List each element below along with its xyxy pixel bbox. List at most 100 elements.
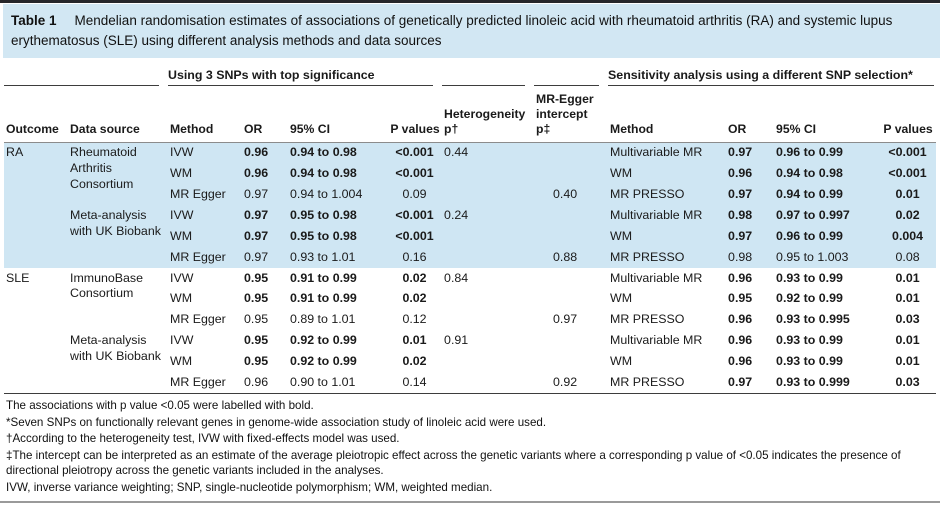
table-cell	[534, 205, 608, 226]
table-caption: Mendelian randomisation estimates of ass…	[11, 13, 893, 48]
table-cell: Meta-analysis with UK Biobank	[70, 207, 161, 238]
table-cell: IVW	[170, 333, 194, 348]
table-cell: 0.01	[402, 333, 427, 348]
table-cell: 0.004	[892, 228, 924, 243]
table-cell: 0.95	[728, 291, 753, 306]
table-row: Meta-analysis with UK Biobank IVW 0.97 0.95…	[4, 205, 937, 238]
table-row: WM 0.95 0.91 to 0.99 0.02 WM 0.95 0.92 to 0.99…	[4, 288, 937, 310]
table-cell: 0.92 to 0.99	[776, 291, 843, 306]
table-cell: 0.96	[728, 312, 753, 327]
table-cell	[442, 352, 534, 373]
table-cell	[534, 164, 608, 185]
table-cell	[534, 268, 608, 289]
table-cell	[442, 185, 534, 206]
table-row: WM 0.95 0.92 to 0.99 0.02 WM 0.96 0.93 to 0.99…	[4, 351, 937, 373]
table-cell: 0.96	[244, 374, 269, 389]
table-cell: 0.44	[444, 145, 469, 160]
group-header-sensitivity: Sensitivity analysis using a different S…	[608, 60, 936, 87]
table-cell: MR Egger	[170, 374, 226, 389]
table-cell: 0.94 to 1.004	[290, 187, 363, 201]
table-cell: <0.001	[395, 145, 434, 160]
table-cell: 0.16	[402, 249, 427, 264]
table-cell: <0.001	[888, 166, 927, 181]
table-cell: 0.01	[895, 270, 920, 285]
col-header-data-source: Data source	[68, 86, 168, 143]
table-cell: 0.95	[244, 270, 269, 285]
table-row: WM 0.97 0.95 to 0.98 <0.001 WM 0.97 0.96 to 0.…	[4, 226, 937, 248]
table-cell: Multivariable MR	[610, 145, 703, 160]
table-cell: 0.01	[895, 333, 920, 348]
table-cell: IVW	[170, 207, 194, 222]
table-cell: 0.96	[244, 145, 269, 160]
table-cell: MR Egger	[170, 249, 226, 264]
column-header-row: Outcome Data source Method OR 95% CI P v…	[4, 86, 937, 143]
table-cell: <0.001	[888, 145, 927, 160]
table-cell: 0.96 to 0.99	[776, 145, 843, 160]
table-cell: 0.98	[728, 207, 753, 222]
table-cell: <0.001	[395, 207, 434, 222]
table-row: SLE ImmunoBase Consortium IVW 0.95 0.91 to 0…	[4, 268, 937, 300]
col-header-sens-or: OR	[726, 86, 775, 143]
table-cell: WM	[610, 228, 633, 243]
table-cell: 0.97	[728, 374, 753, 389]
table-cell: Multivariable MR	[610, 270, 703, 285]
table-cell: MR PRESSO	[610, 187, 685, 201]
table-cell: 0.95	[244, 312, 269, 327]
table-row: RA Rheumatoid Arthritis Consortium IVW 0.96…	[4, 142, 937, 191]
table-cell: 0.95	[244, 291, 269, 306]
col-header-heterogeneity-p: Heterogeneity p†	[442, 86, 535, 143]
table-footnotes: The associations with p value <0.05 were…	[6, 398, 936, 495]
table-cell: WM	[610, 166, 633, 181]
table-cell: MR Egger	[170, 187, 226, 201]
table-cell: ImmunoBase Consortium	[70, 270, 144, 301]
table-cell: 0.02	[402, 291, 427, 306]
table-cell: 0.97 to 0.997	[776, 207, 850, 222]
footnote-dagger: †According to the heterogeneity test, IV…	[6, 432, 400, 446]
table-cell: 0.93 to 0.99	[776, 333, 843, 348]
col-header-p: P values	[388, 86, 443, 143]
table-body: RA Rheumatoid Arthritis Consortium IVW 0.96…	[4, 142, 937, 394]
col-header-sens-method: Method	[608, 86, 727, 143]
table-cell: 0.97	[244, 187, 269, 201]
table-cell: <0.001	[395, 166, 434, 181]
table-cell: 0.94 to 0.98	[290, 166, 357, 181]
table-cell: 0.92 to 0.99	[290, 333, 357, 348]
table-cell: 0.12	[402, 312, 427, 327]
table-cell: 0.02	[895, 207, 920, 222]
group-sensitivity-title: Sensitivity analysis using a different S…	[608, 68, 913, 83]
table-cell	[442, 289, 534, 310]
table-cell: WM	[170, 291, 193, 306]
table-cell: 0.96	[728, 166, 753, 181]
group-primary-title: Using 3 SNPs with top significance	[168, 68, 375, 83]
table-row: WM 0.96 0.94 to 0.98 <0.001 WM 0.96 0.94 to 0.…	[4, 163, 937, 185]
group-header-heterogeneity	[442, 60, 534, 87]
table-cell: Rheumatoid Arthritis Consortium	[70, 145, 137, 191]
table-cell: 0.95 to 0.98	[290, 207, 357, 222]
table-cell	[534, 331, 608, 352]
table-cell: MR Egger	[170, 312, 226, 327]
table-header: Using 3 SNPs with top significance Sensi…	[4, 60, 937, 143]
table-cell: Multivariable MR	[610, 333, 703, 348]
table-cell: 0.03	[895, 374, 920, 389]
footnote-asterisk: *Seven SNPs on functionally relevant gen…	[6, 415, 547, 429]
table-cell	[534, 226, 608, 247]
table-cell: 0.91 to 0.99	[290, 291, 357, 306]
table-cell: 0.95	[244, 333, 269, 348]
table-caption-band: Table 1 Mendelian randomisation estimates…	[3, 4, 940, 59]
table-cell: 0.97	[728, 187, 753, 201]
table-cell	[442, 226, 534, 247]
group-header-id-cols	[4, 60, 168, 87]
table-cell: 0.93 to 0.99	[776, 270, 843, 285]
col-header-outcome: Outcome	[4, 86, 68, 143]
table-cell: MR PRESSO	[610, 249, 685, 264]
table-cell: WM	[170, 166, 193, 181]
table-row: MR Egger 0.97 0.93 to 1.01 0.16 0.88 MR PRESS…	[4, 247, 937, 268]
mr-estimates-table: Using 3 SNPs with top significance Sensi…	[4, 60, 937, 394]
table-cell: 0.01	[895, 187, 920, 201]
table-cell: 0.90 to 1.01	[290, 374, 356, 389]
table-cell: MR PRESSO	[610, 374, 685, 389]
table-cell: 0.89 to 1.01	[290, 312, 356, 327]
table-cell: 0.98	[728, 249, 753, 264]
table-cell: 0.96	[728, 333, 753, 348]
